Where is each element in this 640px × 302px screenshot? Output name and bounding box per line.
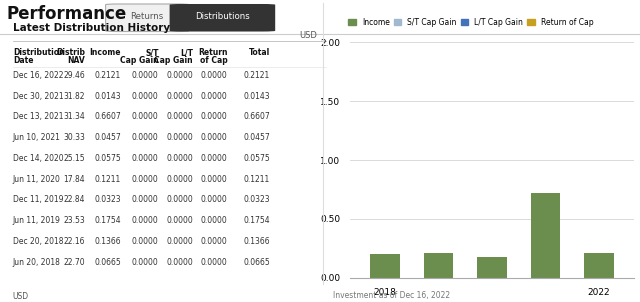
Text: Return: Return	[198, 48, 227, 57]
Text: 0.0665: 0.0665	[94, 258, 121, 267]
Text: 0.0457: 0.0457	[94, 133, 121, 142]
Text: 0.0665: 0.0665	[243, 258, 270, 267]
Text: 0.0457: 0.0457	[243, 133, 270, 142]
Bar	[531, 193, 560, 278]
Text: L/T: L/T	[180, 48, 193, 57]
Bar	[370, 254, 399, 278]
Text: Investment as of Dec 16, 2022: Investment as of Dec 16, 2022	[333, 291, 450, 300]
Text: Dec 30, 2021: Dec 30, 2021	[13, 92, 63, 101]
Text: S/T: S/T	[145, 48, 159, 57]
Text: 25.15: 25.15	[63, 154, 85, 163]
Text: Distrib: Distrib	[56, 48, 85, 57]
Text: Dec 20, 2018: Dec 20, 2018	[13, 237, 63, 246]
Text: 0.1366: 0.1366	[94, 237, 121, 246]
Text: 0.0000: 0.0000	[132, 216, 159, 225]
Text: Jun 11, 2020: Jun 11, 2020	[13, 175, 61, 184]
Text: 0.0000: 0.0000	[132, 92, 159, 101]
Text: 0.0000: 0.0000	[132, 112, 159, 121]
Text: 0.0000: 0.0000	[201, 195, 227, 204]
Text: 0.0000: 0.0000	[132, 175, 159, 184]
Text: 30.33: 30.33	[63, 133, 85, 142]
Text: Latest Distribution History: Latest Distribution History	[13, 23, 170, 33]
Text: 0.0000: 0.0000	[132, 133, 159, 142]
Text: 0.0000: 0.0000	[201, 112, 227, 121]
Text: 0.6607: 0.6607	[243, 112, 270, 121]
Text: 0.0000: 0.0000	[201, 133, 227, 142]
Text: 31.82: 31.82	[63, 92, 85, 101]
Text: 22.16: 22.16	[63, 237, 85, 246]
Text: 22.84: 22.84	[63, 195, 85, 204]
Text: 0.0000: 0.0000	[166, 216, 193, 225]
Text: Distribution: Distribution	[13, 48, 65, 57]
Text: Date: Date	[13, 56, 33, 66]
Text: Dec 14, 2020: Dec 14, 2020	[13, 154, 63, 163]
Text: Cap Gain: Cap Gain	[120, 56, 159, 66]
Text: 0.0000: 0.0000	[166, 92, 193, 101]
Text: 29.46: 29.46	[63, 71, 85, 80]
Text: 0.0000: 0.0000	[201, 216, 227, 225]
Text: Cap Gain: Cap Gain	[154, 56, 193, 66]
Text: 0.0000: 0.0000	[132, 154, 159, 163]
Text: 0.0323: 0.0323	[243, 195, 270, 204]
Text: 0.0000: 0.0000	[132, 237, 159, 246]
Text: of Cap: of Cap	[200, 56, 227, 66]
Text: Performance: Performance	[6, 5, 127, 23]
Bar	[584, 253, 614, 278]
Text: Dec 16, 2022: Dec 16, 2022	[13, 71, 63, 80]
Text: Distributions: Distributions	[195, 12, 250, 21]
Text: 0.1211: 0.1211	[244, 175, 270, 184]
Text: 0.0000: 0.0000	[201, 175, 227, 184]
Text: 0.0000: 0.0000	[201, 71, 227, 80]
Text: 0.2121: 0.2121	[244, 71, 270, 80]
Text: 0.6607: 0.6607	[94, 112, 121, 121]
Text: 0.1366: 0.1366	[243, 237, 270, 246]
Text: 0.2121: 0.2121	[95, 71, 121, 80]
Text: Jun 20, 2018: Jun 20, 2018	[13, 258, 61, 267]
Text: 23.53: 23.53	[63, 216, 85, 225]
Text: 0.0575: 0.0575	[94, 154, 121, 163]
Text: 0.0000: 0.0000	[166, 237, 193, 246]
Text: 0.1211: 0.1211	[95, 175, 121, 184]
Text: 0.0000: 0.0000	[201, 237, 227, 246]
Text: 0.0000: 0.0000	[166, 112, 193, 121]
Text: USD: USD	[299, 31, 317, 40]
Text: 0.0000: 0.0000	[132, 258, 159, 267]
Text: 0.0000: 0.0000	[201, 154, 227, 163]
Text: 0.0000: 0.0000	[201, 258, 227, 267]
Bar	[424, 253, 453, 278]
Text: 0.0000: 0.0000	[201, 92, 227, 101]
Text: 17.84: 17.84	[63, 175, 85, 184]
Text: NAV: NAV	[67, 56, 85, 66]
Text: 0.1754: 0.1754	[243, 216, 270, 225]
Text: Jun 10, 2021: Jun 10, 2021	[13, 133, 61, 142]
Text: Income: Income	[90, 48, 121, 57]
Text: 0.0000: 0.0000	[166, 133, 193, 142]
Text: 0.0143: 0.0143	[243, 92, 270, 101]
Text: 0.0000: 0.0000	[166, 71, 193, 80]
Legend: Income, S/T Cap Gain, L/T Cap Gain, Return of Cap: Income, S/T Cap Gain, L/T Cap Gain, Retu…	[348, 18, 593, 27]
Text: 0.0000: 0.0000	[166, 195, 193, 204]
Text: 31.34: 31.34	[63, 112, 85, 121]
Text: Jun 11, 2019: Jun 11, 2019	[13, 216, 61, 225]
Text: 0.0143: 0.0143	[94, 92, 121, 101]
Text: Total: Total	[248, 48, 270, 57]
Text: Dec 11, 2019: Dec 11, 2019	[13, 195, 63, 204]
Text: 0.0000: 0.0000	[166, 154, 193, 163]
Text: 0.0000: 0.0000	[132, 71, 159, 80]
Text: 0.1754: 0.1754	[94, 216, 121, 225]
Text: 0.0000: 0.0000	[166, 175, 193, 184]
Text: 0.0000: 0.0000	[132, 195, 159, 204]
Text: Returns: Returns	[131, 12, 164, 21]
Text: Dec 13, 2021: Dec 13, 2021	[13, 112, 63, 121]
FancyBboxPatch shape	[170, 4, 275, 31]
Text: USD: USD	[13, 292, 29, 301]
FancyBboxPatch shape	[106, 4, 189, 31]
Text: 0.0323: 0.0323	[94, 195, 121, 204]
Text: 22.70: 22.70	[63, 258, 85, 267]
Text: 0.0575: 0.0575	[243, 154, 270, 163]
Bar	[477, 257, 506, 278]
Text: Annual Distribution: Annual Distribution	[344, 0, 459, 1]
Text: 0.0000: 0.0000	[166, 258, 193, 267]
